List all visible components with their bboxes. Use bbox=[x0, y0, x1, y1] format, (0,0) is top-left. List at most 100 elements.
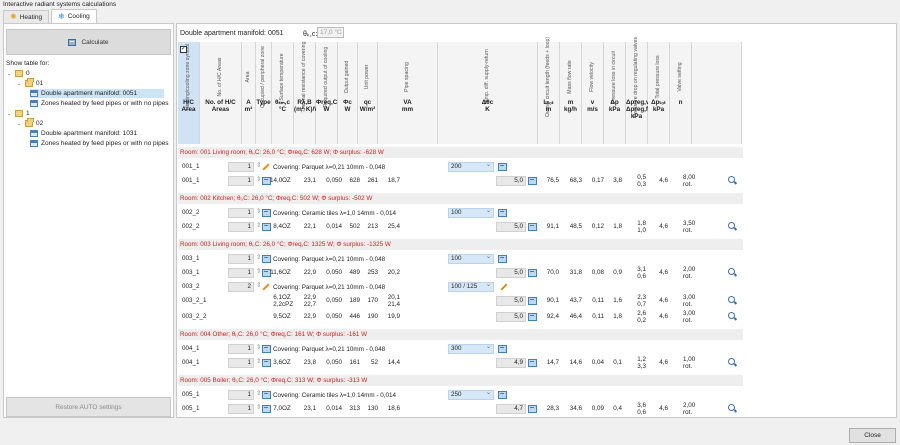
circuit-count-spinner[interactable]: 1 bbox=[228, 176, 254, 186]
edit-table-icon[interactable] bbox=[498, 391, 507, 399]
pipe-spacing-select[interactable]: 300 bbox=[448, 343, 494, 354]
chevron-down-icon[interactable]: ⌄ bbox=[17, 120, 22, 127]
tab-heating[interactable]: ✹ Heating bbox=[3, 10, 50, 23]
tree-item[interactable]: ⌄ 01 bbox=[17, 78, 44, 88]
spin-arrows-icon[interactable]: ⇕ bbox=[256, 254, 262, 261]
edit-table-icon[interactable] bbox=[262, 391, 271, 399]
edit-table-icon[interactable] bbox=[262, 177, 271, 185]
tab-cooling[interactable]: ❄ Cooling bbox=[51, 9, 97, 23]
edit-table-icon[interactable] bbox=[528, 297, 537, 305]
pipe-spacing-select[interactable]: 100 bbox=[448, 207, 494, 218]
spin-arrows-icon[interactable]: ⇕ bbox=[256, 404, 262, 411]
edit-table-icon[interactable] bbox=[262, 269, 271, 277]
close-button[interactable]: Close bbox=[849, 428, 896, 443]
pipe-spacing-select[interactable]: 250 bbox=[448, 389, 494, 400]
spin-arrows-icon[interactable]: ⇕ bbox=[256, 282, 262, 289]
zone-count-spinner[interactable]: 1 bbox=[228, 344, 254, 354]
edit-table-icon[interactable] bbox=[498, 163, 507, 171]
tree-item[interactable]: ⌄ 02 bbox=[17, 118, 43, 128]
circuit-len: 28,3 bbox=[546, 405, 559, 412]
temp-diff-field[interactable]: 5,0 bbox=[496, 176, 526, 186]
spin-arrows-icon[interactable]: ⇕ bbox=[256, 176, 262, 183]
circuit-type: OZ bbox=[282, 405, 291, 412]
edit-table-icon[interactable] bbox=[262, 223, 271, 231]
tree-item[interactable]: Double apartment manifold: 1031 bbox=[30, 129, 137, 138]
tree-item-label: 01 bbox=[36, 80, 44, 87]
zone-count-spinner[interactable]: 1 bbox=[228, 254, 254, 264]
tree-item[interactable]: Zones heated by feed pipes or with no pi… bbox=[30, 99, 169, 108]
edit-table-icon[interactable] bbox=[528, 313, 537, 321]
pipe-spacing-select[interactable]: 200 bbox=[448, 161, 494, 172]
covering-value: Covering: Parquet λ=0,21 10mm - 0,048 bbox=[273, 164, 386, 171]
calculate-button[interactable]: Calculate bbox=[6, 29, 171, 55]
circuit-count-spinner[interactable]: 1 bbox=[228, 404, 254, 414]
edit-table-icon[interactable] bbox=[262, 359, 271, 367]
select-all-checkbox[interactable]: ✓ bbox=[180, 46, 187, 53]
edit-table-icon[interactable] bbox=[262, 255, 271, 263]
spin-arrows-icon[interactable]: ⇕ bbox=[256, 222, 262, 229]
zone-count-spinner[interactable]: 2 bbox=[228, 282, 254, 292]
edit-table-icon[interactable] bbox=[528, 177, 537, 185]
spin-arrows-icon[interactable]: ⇕ bbox=[256, 344, 262, 351]
tree-item[interactable]: ⌄ 1 bbox=[7, 109, 30, 118]
pipe-spacing-select[interactable]: 100 / 125 bbox=[448, 281, 494, 292]
spin-arrows-icon[interactable]: ⇕ bbox=[256, 358, 262, 365]
magnifier-icon[interactable] bbox=[728, 176, 735, 183]
tree-item[interactable]: Double apartment manifold: 0051 bbox=[30, 89, 164, 98]
tree-item[interactable]: Zones heated by feed pipes or with no pi… bbox=[30, 139, 169, 148]
circuit-area: 7,0 bbox=[273, 405, 282, 412]
circuit-r: 0,050 bbox=[326, 269, 342, 276]
spin-arrows-icon[interactable]: ⇕ bbox=[256, 268, 262, 275]
edit-table-icon[interactable] bbox=[498, 345, 507, 353]
circuit-req: 502 bbox=[349, 223, 360, 230]
circuit-count-spinner[interactable]: 1 bbox=[228, 268, 254, 278]
edit-table-icon[interactable] bbox=[498, 255, 507, 263]
zone-count-spinner[interactable]: 1 bbox=[228, 390, 254, 400]
circuit-len: 91,1 bbox=[546, 223, 559, 230]
edit-table-icon[interactable] bbox=[498, 209, 507, 217]
circuit-count-spinner[interactable]: 1 bbox=[228, 222, 254, 232]
edit-table-icon[interactable] bbox=[528, 405, 537, 413]
magnifier-icon[interactable] bbox=[728, 222, 735, 229]
tree-item[interactable]: ⌄ 0 bbox=[7, 69, 30, 78]
temp-diff-field[interactable]: 5,0 bbox=[496, 312, 526, 322]
zone-count-spinner[interactable]: 1 bbox=[228, 208, 254, 218]
zone-count-spinner[interactable]: 1 bbox=[228, 162, 254, 172]
temp-diff-field[interactable]: 5,0 bbox=[496, 296, 526, 306]
circuit-dp: 1,8 bbox=[613, 223, 622, 230]
edit-table-icon[interactable] bbox=[528, 359, 537, 367]
pencil-icon[interactable] bbox=[500, 283, 508, 291]
circuit-len: 14,7 bbox=[546, 359, 559, 366]
chevron-down-icon[interactable]: ⌄ bbox=[17, 80, 22, 87]
pencil-icon[interactable] bbox=[262, 283, 270, 291]
magnifier-icon[interactable] bbox=[728, 358, 735, 365]
temp-diff-field[interactable]: 4,9 bbox=[496, 358, 526, 368]
chevron-down-icon[interactable]: ⌄ bbox=[7, 70, 12, 77]
edit-table-icon[interactable] bbox=[262, 345, 271, 353]
edit-table-icon[interactable] bbox=[262, 209, 271, 217]
temp-diff-field[interactable]: 5,0 bbox=[496, 268, 526, 278]
circuit-req: 189 bbox=[349, 297, 360, 304]
edit-table-icon[interactable] bbox=[528, 269, 537, 277]
spin-arrows-icon[interactable]: ⇕ bbox=[256, 162, 262, 169]
chevron-down-icon[interactable]: ⌄ bbox=[7, 110, 12, 117]
restore-auto-button[interactable]: Restore AUTO settings bbox=[6, 397, 171, 417]
spin-arrows-icon[interactable]: ⇕ bbox=[256, 390, 262, 397]
magnifier-icon[interactable] bbox=[728, 268, 735, 275]
edit-table-icon[interactable] bbox=[262, 405, 271, 413]
spin-arrows-icon[interactable]: ⇕ bbox=[256, 208, 262, 215]
magnifier-icon[interactable] bbox=[728, 312, 735, 319]
zone-name: 003_1 bbox=[182, 255, 200, 262]
magnifier-icon[interactable] bbox=[728, 404, 735, 411]
circuit-count-spinner[interactable]: 1 bbox=[228, 358, 254, 368]
tc-value-field[interactable]: 17,0 °C bbox=[317, 27, 344, 38]
temp-diff-field[interactable]: 4,7 bbox=[496, 404, 526, 414]
pipe-spacing-select[interactable]: 100 bbox=[448, 253, 494, 264]
edit-table-icon[interactable] bbox=[528, 223, 537, 231]
pencil-icon[interactable] bbox=[262, 163, 270, 171]
circuit-out: 170 bbox=[367, 297, 378, 304]
temp-diff-field[interactable]: 5,0 bbox=[496, 222, 526, 232]
magnifier-icon[interactable] bbox=[728, 296, 735, 303]
circuit-r: 0,014 bbox=[326, 405, 342, 412]
